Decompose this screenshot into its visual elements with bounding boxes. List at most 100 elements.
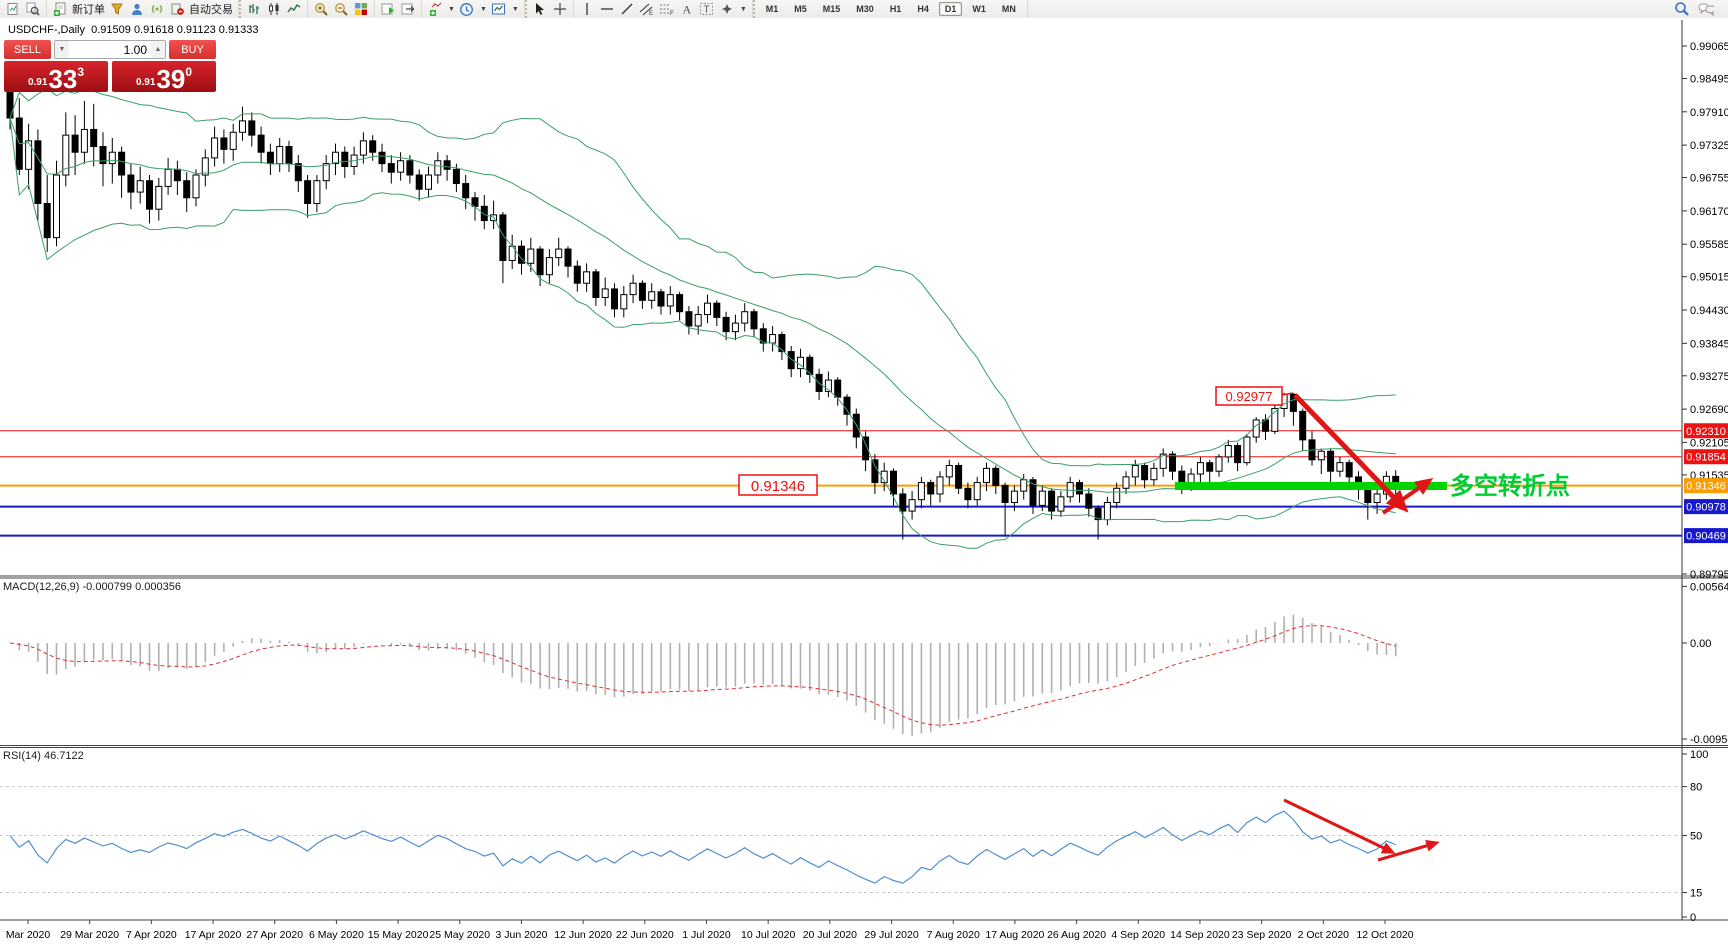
- autotrading-button[interactable]: 自动交易: [189, 4, 233, 16]
- sell-button[interactable]: SELL: [4, 40, 51, 59]
- macd-scale-label: 0.00564: [1690, 581, 1728, 593]
- text-tool-icon[interactable]: A: [679, 1, 695, 17]
- vertical-line-tool-icon[interactable]: [579, 1, 595, 17]
- data-window-icon[interactable]: [25, 1, 41, 17]
- candle: [1159, 453, 1167, 469]
- signals-icon[interactable]: [149, 1, 165, 17]
- cursor-icon[interactable]: [532, 1, 548, 17]
- periods-icon[interactable]: [459, 1, 475, 17]
- channel-tool-icon[interactable]: E: [639, 1, 655, 17]
- timeframe-button-m30[interactable]: M30: [856, 4, 874, 14]
- price-tick-label: 0.95015: [1690, 272, 1728, 284]
- candle: [1141, 464, 1149, 481]
- chat-icon[interactable]: [1698, 1, 1714, 17]
- date-tick-label: 29 Jul 2020: [864, 929, 918, 941]
- autotrading-icon[interactable]: [169, 1, 185, 17]
- label-tool-icon[interactable]: T: [699, 1, 715, 17]
- autoscroll-icon[interactable]: [380, 1, 396, 17]
- volume-increase-button[interactable]: ▲: [151, 41, 165, 58]
- new-order-icon[interactable]: [52, 1, 68, 17]
- candle: [462, 183, 470, 199]
- candle: [983, 467, 990, 484]
- timeframe-button-m1[interactable]: M1: [765, 4, 779, 14]
- candle: [871, 459, 879, 484]
- timeframe-button-h1[interactable]: H1: [889, 4, 902, 14]
- candle: [1038, 490, 1046, 506]
- search-icon[interactable]: [1674, 1, 1690, 17]
- price-axis: 0.99065 0.98495 0.97910 0.97325 0.96755 0.961…: [1682, 41, 1728, 581]
- candle: [666, 294, 674, 307]
- funnel-icon[interactable]: [109, 1, 125, 17]
- bar-chart-icon[interactable]: [246, 1, 262, 17]
- rsi-line: [9, 810, 1396, 884]
- date-tick-label: 25 May 2020: [429, 929, 490, 941]
- rsi-scale-label: 80: [1690, 782, 1702, 794]
- candle: [211, 137, 219, 159]
- chart-shift-icon[interactable]: [400, 1, 416, 17]
- candle: [285, 146, 293, 165]
- candle: [99, 146, 107, 165]
- new-order-button[interactable]: 新订单: [72, 4, 105, 16]
- tile-windows-icon[interactable]: [353, 1, 369, 17]
- candle: [564, 248, 572, 267]
- high-price-callout[interactable]: [1215, 386, 1283, 406]
- candle: [694, 314, 702, 327]
- timeframe-button-h4[interactable]: H4: [917, 4, 929, 14]
- trendline-tool-icon[interactable]: [619, 1, 635, 17]
- indicators-dropdown-icon[interactable]: ▼: [448, 5, 455, 13]
- turning-point-level-bar[interactable]: [1175, 482, 1447, 490]
- date-tick-label: 23 Sep 2020: [1232, 929, 1292, 941]
- fibonacci-tool-icon[interactable]: F: [659, 1, 675, 17]
- volume-decrease-button[interactable]: ▼: [55, 41, 69, 58]
- date-tick-label: 27 Apr 2020: [246, 929, 303, 941]
- buy-button[interactable]: BUY: [169, 40, 216, 59]
- candle: [992, 467, 1000, 486]
- bollinger-upper: [9, 87, 1396, 467]
- candle: [1345, 462, 1353, 478]
- timeframe-button-m5[interactable]: M5: [794, 4, 807, 14]
- price-tick-label: 0.92105: [1690, 437, 1728, 449]
- candle: [1373, 493, 1381, 504]
- crosshair-icon[interactable]: [552, 1, 568, 17]
- timeframe-button-m15[interactable]: M15: [822, 4, 841, 14]
- timeframe-button-mn[interactable]: MN: [1001, 4, 1016, 14]
- volume-input[interactable]: [69, 41, 151, 58]
- zoom-out-icon[interactable]: [333, 1, 349, 17]
- zoom-in-icon[interactable]: [313, 1, 329, 17]
- timeframe-button-w1[interactable]: W1: [972, 4, 986, 14]
- date-tick-label: 20 Jul 2020: [803, 929, 857, 941]
- candle: [787, 351, 795, 370]
- candlestick-chart-icon[interactable]: [266, 1, 282, 17]
- candle: [43, 202, 51, 239]
- timeframe-button-d1[interactable]: D1: [938, 2, 963, 16]
- templates-dropdown-icon[interactable]: ▼: [511, 5, 519, 13]
- bollinger-middle: [9, 117, 1396, 493]
- rsi-label: RSI(14) 46.7122: [3, 750, 84, 762]
- new-chart-icon[interactable]: [5, 1, 21, 17]
- periods-dropdown-icon[interactable]: ▼: [479, 5, 487, 13]
- price-tick-label: 0.98495: [1690, 73, 1728, 85]
- arrows-tool-icon[interactable]: [719, 1, 735, 17]
- candle: [750, 311, 758, 330]
- rsi-arrow[interactable]: [1283, 798, 1396, 854]
- templates-icon[interactable]: [491, 1, 507, 17]
- rsi-arrow[interactable]: [1377, 839, 1440, 862]
- candle: [917, 482, 925, 501]
- candle: [25, 140, 33, 170]
- candle: [1010, 490, 1018, 504]
- trend-arrow[interactable]: [1293, 393, 1409, 513]
- turning-point-text[interactable]: 多空转折点: [1450, 472, 1570, 500]
- candle: [629, 282, 637, 296]
- trend-arrow[interactable]: [1381, 478, 1434, 515]
- candle: [1206, 462, 1214, 472]
- sell-price-button[interactable]: 0.91 33 3: [4, 61, 108, 92]
- line-chart-icon[interactable]: [286, 1, 302, 17]
- arrows-dropdown-icon[interactable]: ▼: [739, 5, 747, 13]
- horizontal-line-tool-icon[interactable]: [599, 1, 615, 17]
- level-price-callout[interactable]: [738, 474, 818, 496]
- candle: [536, 248, 544, 276]
- community-icon[interactable]: [129, 1, 145, 17]
- indicators-icon[interactable]: [427, 1, 443, 17]
- buy-price-button[interactable]: 0.91 39 0: [112, 61, 216, 92]
